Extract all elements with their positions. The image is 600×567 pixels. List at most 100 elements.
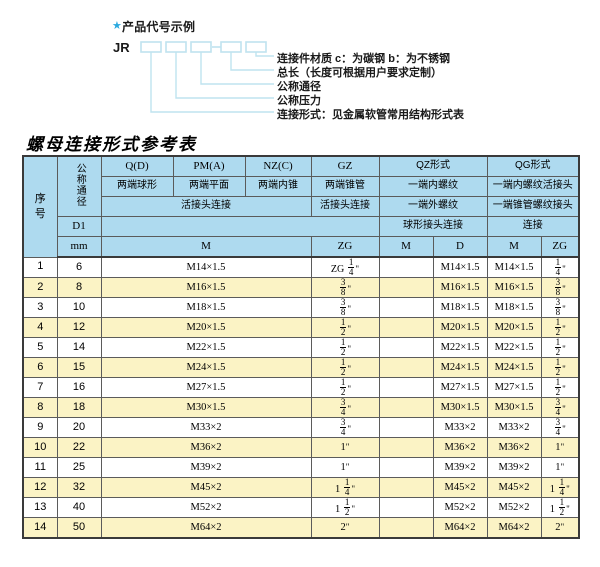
cell-qz-m xyxy=(378,357,434,378)
cell-gz-zg: 1 2 " xyxy=(310,317,380,338)
header-desc-qd: 两端球形 xyxy=(100,176,174,197)
table-row: 6 15 M24×1.5 1 2 " M24×1.5 M24×1.5 1 2 " xyxy=(22,357,580,378)
header-desc-gz: 两端锥管 xyxy=(310,176,380,197)
cell-qg-zg: 1 1 4 " xyxy=(540,477,580,498)
cell-index: 5 xyxy=(22,337,58,358)
cell-gz-zg: 1 2 " xyxy=(310,377,380,398)
cell-gz-zg: ZG 1 4 " xyxy=(310,256,380,278)
cell-qg-m: M14×1.5 xyxy=(486,256,542,278)
header-desc-qg: 一端内螺纹活接头 xyxy=(486,176,580,197)
cell-qg-zg: 2" xyxy=(540,517,580,539)
cell-qg-m: M33×2 xyxy=(486,417,542,438)
cell-thread-m: M16×1.5 xyxy=(100,277,312,298)
cell-qg-zg: 3 8 " xyxy=(540,297,580,318)
cell-qg-zg: 1 2 " xyxy=(540,317,580,338)
cell-qg-zg: 3 4 " xyxy=(540,417,580,438)
cell-index: 3 xyxy=(22,297,58,318)
header-desc3-qz: 球形接头连接 xyxy=(378,216,488,237)
header-code-pm: PM(A) xyxy=(172,155,246,177)
cell-qz-d: M14×1.5 xyxy=(432,256,488,278)
header-code-nz: NZ(C) xyxy=(244,155,312,177)
legend-note-material: 连接件材质 c：为碳钢 b：为不锈钢 xyxy=(277,53,450,65)
cell-gz-zg: 1" xyxy=(310,457,380,478)
cell-gz-zg: 1 2 " xyxy=(310,337,380,358)
cell-nominal-diameter: 40 xyxy=(56,497,102,518)
header-desc2-gz-union: 活接头连接 xyxy=(310,196,380,217)
cell-qg-m: M22×1.5 xyxy=(486,337,542,358)
table-title: 螺母连接形式参考表 xyxy=(26,135,197,154)
cell-index: 14 xyxy=(22,517,58,539)
cell-thread-m: M45×2 xyxy=(100,477,312,498)
cell-thread-m: M22×1.5 xyxy=(100,337,312,358)
cell-gz-zg: 1 1 4 " xyxy=(310,477,380,498)
header-row-codes: 序 号 公称通径 Q(D) PM(A) NZ(C) GZ QZ形式 QG形式 xyxy=(22,155,580,258)
table-row: 4 12 M20×1.5 1 2 " M20×1.5 M20×1.5 1 2 " xyxy=(22,317,580,338)
cell-qz-m xyxy=(378,297,434,318)
header-desc-pm: 两端平面 xyxy=(172,176,246,197)
star-icon: ★ xyxy=(112,20,122,32)
header-unit-zg-gz: ZG xyxy=(310,236,380,258)
legend-title: 产品代号示例 xyxy=(122,20,196,34)
cell-gz-zg: 3 4 " xyxy=(310,397,380,418)
header-code-gz: GZ xyxy=(310,155,380,177)
table-row: 7 16 M27×1.5 1 2 " M27×1.5 M27×1.5 1 2 " xyxy=(22,377,580,398)
table-body: 1 6 M14×1.5 ZG 1 4 " M14×1.5 M14×1.5 1 4 " 2 8 M16×1.… xyxy=(22,256,580,539)
cell-qg-zg: 1" xyxy=(540,457,580,478)
cell-index: 8 xyxy=(22,397,58,418)
cell-qz-m xyxy=(378,457,434,478)
header-unit-qg-zg: ZG xyxy=(540,236,580,258)
cell-index: 10 xyxy=(22,437,58,458)
cell-thread-m: M27×1.5 xyxy=(100,377,312,398)
table-row: 13 40 M52×2 1 1 2 " M52×2 M52×2 1 1 2 " xyxy=(22,497,580,518)
table-row: 10 22 M36×2 1" M36×2 M36×2 1" xyxy=(22,437,580,458)
cell-qz-d: M64×2 xyxy=(432,517,488,539)
legend-leader-lines xyxy=(140,41,274,113)
table-row: 12 32 M45×2 1 1 4 " M45×2 M45×2 1 1 4 " xyxy=(22,477,580,498)
header-index: 序 号 xyxy=(22,155,58,258)
cell-qz-m xyxy=(378,277,434,298)
header-unit-qg-m: M xyxy=(486,236,542,258)
cell-qz-m xyxy=(378,497,434,518)
header-desc-qz: 一端内螺纹 xyxy=(378,176,488,197)
header-desc2-qg: 一端锥管螺纹接头 xyxy=(486,196,580,217)
cell-nominal-diameter: 20 xyxy=(56,417,102,438)
cell-qg-m: M52×2 xyxy=(486,497,542,518)
cell-qz-m xyxy=(378,477,434,498)
header-nominal-diameter-label: 公称通径 xyxy=(74,162,86,207)
cell-qz-m xyxy=(378,397,434,418)
header-code-qd: Q(D) xyxy=(100,155,174,177)
header-desc2-qz: 一端外螺纹 xyxy=(378,196,488,217)
cell-index: 6 xyxy=(22,357,58,378)
cell-gz-zg: 3 8 " xyxy=(310,277,380,298)
cell-qg-zg: 3 4 " xyxy=(540,397,580,418)
cell-qg-zg: 1 2 " xyxy=(540,337,580,358)
cell-nominal-diameter: 16 xyxy=(56,377,102,398)
cell-index: 11 xyxy=(22,457,58,478)
cell-nominal-diameter: 12 xyxy=(56,317,102,338)
cell-qg-m: M45×2 xyxy=(486,477,542,498)
cell-qz-d: M24×1.5 xyxy=(432,357,488,378)
table-row: 2 8 M16×1.5 3 8 " M16×1.5 M16×1.5 3 8 " xyxy=(22,277,580,298)
cell-qg-zg: 1 1 2 " xyxy=(540,497,580,518)
header-unit-qz-m: M xyxy=(378,236,434,258)
header-nominal-diameter: 公称通径 xyxy=(56,155,102,217)
cell-qz-m xyxy=(378,256,434,278)
cell-qz-d: M45×2 xyxy=(432,477,488,498)
nut-connection-table: 序 号 公称通径 Q(D) PM(A) NZ(C) GZ QZ形式 QG形式 两… xyxy=(22,155,581,539)
cell-qz-d: M18×1.5 xyxy=(432,297,488,318)
legend-note-connection-type: 连接形式：见金属软管常用结构形式表 xyxy=(277,109,464,121)
cell-qg-m: M30×1.5 xyxy=(486,397,542,418)
cell-qg-zg: 1 4 " xyxy=(540,256,580,278)
product-code-prefix: JR xyxy=(113,40,130,55)
header-desc2-union: 活接头连接 xyxy=(100,196,312,217)
cell-nominal-diameter: 18 xyxy=(56,397,102,418)
header-row-desc2: 活接头连接 活接头连接 一端外螺纹 一端锥管螺纹接头 xyxy=(23,196,580,217)
cell-qz-d: M27×1.5 xyxy=(432,377,488,398)
cell-nominal-diameter: 15 xyxy=(56,357,102,378)
cell-qz-m xyxy=(378,317,434,338)
cell-qg-zg: 1 2 " xyxy=(540,377,580,398)
header-index-line1: 序 xyxy=(34,192,46,205)
legend-note-nominal-pressure: 公称压力 xyxy=(277,95,321,107)
table-header: 序 号 公称通径 Q(D) PM(A) NZ(C) GZ QZ形式 QG形式 两… xyxy=(22,155,580,258)
header-desc-nz: 两端内锥 xyxy=(244,176,312,197)
